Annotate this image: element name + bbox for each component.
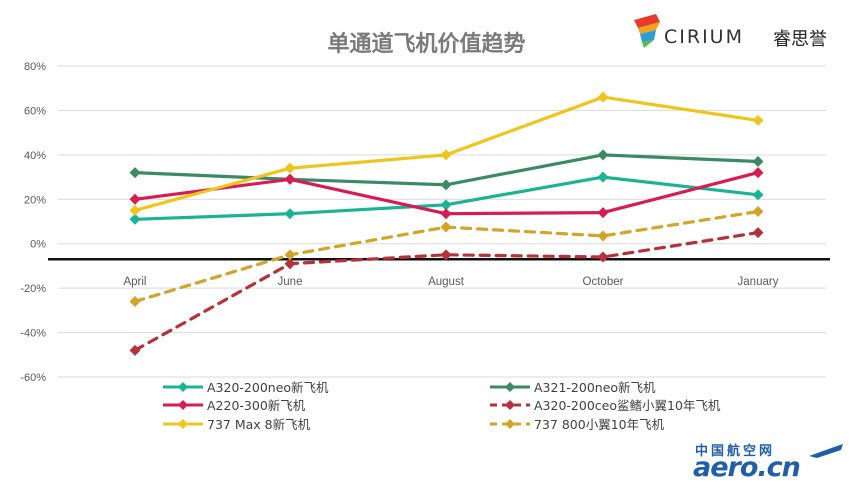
aero-watermark: 中国航空网 aero.cn: [693, 440, 853, 490]
data-point: [752, 156, 764, 168]
data-point: [597, 207, 609, 219]
data-point: [440, 249, 452, 261]
legend-marker: [178, 419, 188, 429]
x-tick-label: October: [583, 276, 624, 288]
y-tick-label: -40%: [20, 328, 46, 340]
x-axis: April June August October January: [48, 258, 830, 288]
y-tick-label: 80%: [24, 61, 46, 73]
data-point: [440, 199, 452, 211]
plane-icon: [809, 444, 843, 458]
logo-chinese: 睿思誉: [773, 29, 827, 50]
legend: A320-200neo新飞机 A321-200neo新飞机 A220-300新飞机 A…: [163, 380, 721, 432]
data-point: [129, 204, 141, 216]
data-point: [597, 91, 609, 103]
y-tick-label: 0%: [30, 239, 46, 251]
x-tick-label: April: [123, 276, 146, 288]
y-axis: 80% 60% 40% 20% 0% -20% -40% -60%: [20, 61, 46, 384]
cirium-logo-icon: [634, 14, 660, 48]
series-group: [129, 91, 764, 356]
legend-marker: [178, 400, 188, 410]
data-point: [752, 206, 764, 218]
data-point: [129, 167, 141, 179]
data-point: [284, 249, 296, 261]
data-point: [752, 114, 764, 126]
legend-label: A220-300新飞机: [207, 398, 306, 413]
data-point: [597, 251, 609, 263]
chart-title: 单通道飞机价值趋势: [327, 32, 526, 57]
data-point: [440, 221, 452, 233]
data-point: [129, 193, 141, 205]
legend-marker: [505, 419, 515, 429]
data-point: [129, 344, 141, 356]
watermark-chinese: 中国航空网: [695, 444, 776, 459]
y-tick-label: -20%: [20, 283, 46, 295]
data-point: [752, 167, 764, 179]
data-point: [129, 213, 141, 225]
y-tick-label: 60%: [24, 105, 46, 117]
legend-marker: [505, 400, 515, 410]
legend-label: A320-200neo新飞机: [207, 380, 329, 395]
y-tick-label: 20%: [24, 194, 46, 206]
data-point: [284, 173, 296, 185]
y-tick-label: -60%: [20, 372, 46, 384]
data-point: [597, 230, 609, 242]
watermark-english: aero.cn: [693, 452, 801, 483]
data-point: [440, 208, 452, 220]
data-point: [752, 189, 764, 201]
logo-word: CIRIUM: [664, 26, 744, 48]
data-point: [440, 149, 452, 161]
legend-label: 737 800小翼10年飞机: [534, 417, 665, 432]
cirium-logo: CIRIUM 睿思誉: [630, 10, 840, 50]
legend-label: A320-200ceo鲨鳍小翼10年飞机: [534, 398, 721, 413]
data-point: [129, 295, 141, 307]
data-point: [284, 162, 296, 174]
data-point: [597, 149, 609, 161]
x-tick-label: January: [738, 276, 779, 288]
legend-marker: [505, 382, 515, 392]
data-point: [752, 227, 764, 239]
y-tick-label: 40%: [24, 150, 46, 162]
legend-label: A321-200neo新飞机: [534, 380, 656, 395]
series-line: [133, 231, 760, 352]
legend-marker: [178, 382, 188, 392]
data-point: [284, 258, 296, 270]
data-point: [440, 179, 452, 191]
x-tick-label: June: [278, 276, 303, 288]
data-point: [597, 171, 609, 183]
data-point: [284, 208, 296, 220]
legend-label: 737 Max 8新飞机: [207, 417, 311, 432]
x-tick-label: August: [428, 276, 465, 288]
